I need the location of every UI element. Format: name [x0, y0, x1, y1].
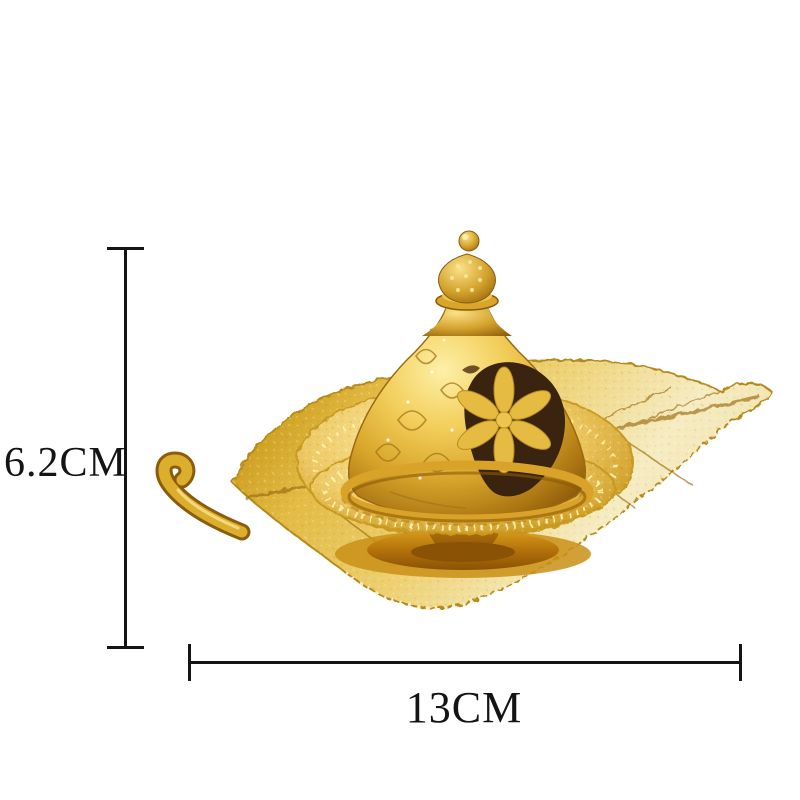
- width-dimension-line: [190, 661, 740, 664]
- leaf-stem-curl: [155, 451, 251, 541]
- height-dimension-line: [124, 248, 127, 648]
- dome-sparkle-dots: [386, 338, 454, 480]
- width-dimension-cap-right: [739, 644, 742, 681]
- finial-neck: [422, 303, 512, 336]
- finial-knob: [438, 253, 496, 304]
- dome-finial: [422, 230, 512, 336]
- finial-ball: [458, 230, 480, 252]
- dome-rim: [340, 460, 594, 524]
- burner-dome: [340, 299, 594, 524]
- height-dimension-cap-bottom: [107, 646, 144, 649]
- width-dimension-label: 13CM: [405, 683, 523, 732]
- finial-knob-bumps: [450, 260, 482, 292]
- height-dimension-cap-top: [107, 247, 144, 250]
- flower-petals: [456, 366, 552, 474]
- height-dimension-label: 6.2CM: [4, 440, 127, 486]
- width-dimension-cap-left: [188, 644, 191, 681]
